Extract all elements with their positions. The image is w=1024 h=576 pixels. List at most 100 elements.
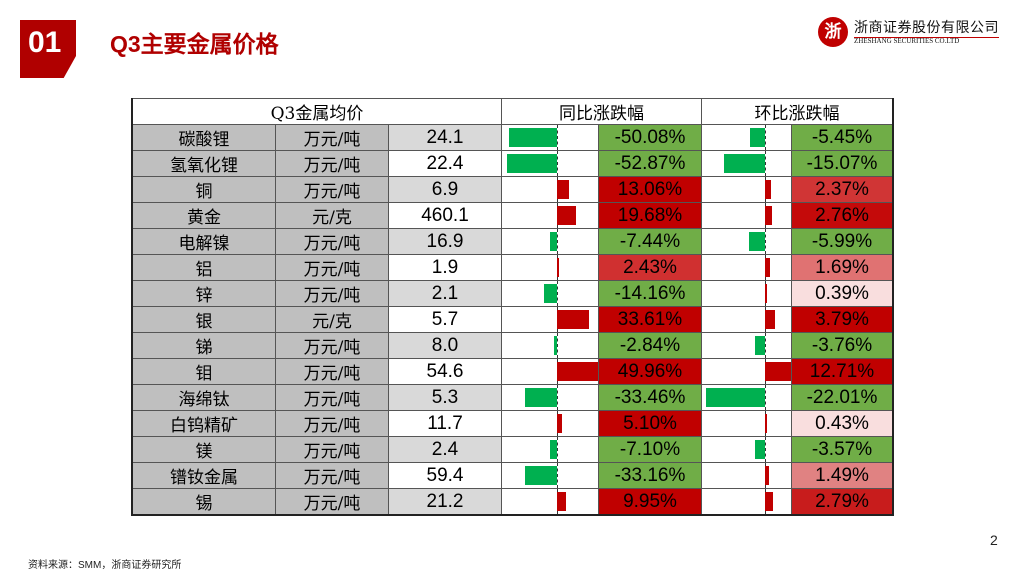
logo-mark-icon: 浙 <box>818 17 848 47</box>
qoq-bar-cell <box>701 436 792 463</box>
qoq-bar-cell <box>701 488 792 516</box>
change-bar <box>557 258 560 277</box>
change-bar <box>549 232 557 251</box>
table-row: 白钨精矿 万元/吨 11.7 5.10% 0.43% <box>131 410 894 437</box>
metal-name: 氢氧化锂 <box>131 150 276 177</box>
metal-name: 白钨精矿 <box>131 410 276 437</box>
q3-average-price: 5.7 <box>388 306 502 333</box>
zero-axis <box>557 151 558 176</box>
table-row: 铜万元/吨 6.9 13.06% 2.37% <box>131 176 894 203</box>
qoq-change: 2.79% <box>791 488 894 516</box>
change-bar <box>748 232 765 251</box>
page-title: Q3主要金属价格 <box>110 31 279 57</box>
qoq-bar-cell <box>701 384 792 411</box>
yoy-bar-cell <box>501 306 599 333</box>
table-row: 海绵钛 万元/吨 5.3 -33.46% -22.01% <box>131 384 894 411</box>
yoy-change: -50.08% <box>598 124 702 151</box>
metal-name: 铝 <box>131 254 276 281</box>
metal-name: 碳酸锂 <box>131 124 276 151</box>
table-row: 电解镍 万元/吨 16.9 -7.44% -5.99% <box>131 228 894 255</box>
q3-average-price: 21.2 <box>388 488 502 516</box>
qoq-change: 3.79% <box>791 306 894 333</box>
table-row: 锑万元/吨 8.0 -2.84% -3.76% <box>131 332 894 359</box>
change-bar <box>765 492 773 511</box>
qoq-bar-cell <box>701 306 792 333</box>
q3-average-price: 2.4 <box>388 436 502 463</box>
metal-name: 电解镍 <box>131 228 276 255</box>
q3-average-price: 1.9 <box>388 254 502 281</box>
change-bar <box>765 284 767 303</box>
table-row: 碳酸锂 万元/吨 24.1 -50.08% -5.45% <box>131 124 894 151</box>
unit: 万元/吨 <box>275 150 389 177</box>
yoy-change: 19.68% <box>598 202 702 229</box>
qoq-bar-cell <box>701 150 792 177</box>
zero-axis <box>557 333 558 358</box>
unit: 万元/吨 <box>275 254 389 281</box>
yoy-change: -33.16% <box>598 462 702 489</box>
yoy-change: -2.84% <box>598 332 702 359</box>
qoq-change: -22.01% <box>791 384 894 411</box>
page-number: 2 <box>990 532 998 548</box>
qoq-change: -3.76% <box>791 332 894 359</box>
yoy-bar-cell <box>501 384 599 411</box>
q3-average-price: 16.9 <box>388 228 502 255</box>
change-bar <box>557 362 598 381</box>
yoy-change: 13.06% <box>598 176 702 203</box>
yoy-bar-cell <box>501 202 599 229</box>
q3-average-price: 6.9 <box>388 176 502 203</box>
metal-price-table: Q3金属均价 同比涨跌幅 环比涨跌幅 碳酸锂 万元/吨 24.1 -50.08% -5.… <box>131 98 894 516</box>
metal-name: 锑 <box>131 332 276 359</box>
change-bar <box>705 388 765 407</box>
section-badge: 01 <box>20 20 76 78</box>
section-number: 01 <box>28 26 62 59</box>
change-bar <box>765 258 770 277</box>
qoq-bar-cell <box>701 176 792 203</box>
table-row: 银元/克 5.7 33.61% 3.79% <box>131 306 894 333</box>
zero-axis <box>765 385 766 410</box>
q3-average-price: 5.3 <box>388 384 502 411</box>
change-bar <box>506 154 557 173</box>
change-bar <box>557 414 562 433</box>
table-row: 铝万元/吨 1.9 2.43% 1.69% <box>131 254 894 281</box>
qoq-bar-cell <box>701 202 792 229</box>
company-logo: 浙 浙商证券股份有限公司 ZHESHANG SECURITIES CO.LTD <box>818 17 1000 49</box>
change-bar <box>754 336 765 355</box>
table-row: 氢氧化锂 万元/吨 22.4 -52.87% -15.07% <box>131 150 894 177</box>
header-qoq: 环比涨跌幅 <box>701 98 894 125</box>
qoq-bar-cell <box>701 410 792 437</box>
zero-axis <box>557 281 558 306</box>
change-bar <box>525 466 557 485</box>
metal-name: 黄金 <box>131 202 276 229</box>
unit: 万元/吨 <box>275 176 389 203</box>
table-row: 黄金 元/克 460.1 19.68% 2.76% <box>131 202 894 229</box>
qoq-change: 0.43% <box>791 410 894 437</box>
zero-axis <box>765 151 766 176</box>
q3-average-price: 8.0 <box>388 332 502 359</box>
qoq-bar-cell <box>701 254 792 281</box>
logo-text-en: ZHESHANG SECURITIES CO.LTD <box>854 37 960 45</box>
q3-average-price: 460.1 <box>388 202 502 229</box>
table-row: 镨钕金属 万元/吨 59.4 -33.16% 1.49% <box>131 462 894 489</box>
zero-axis <box>765 333 766 358</box>
qoq-bar-cell <box>701 228 792 255</box>
unit: 万元/吨 <box>275 488 389 516</box>
qoq-change: 2.76% <box>791 202 894 229</box>
unit: 万元/吨 <box>275 228 389 255</box>
unit: 元/克 <box>275 202 389 229</box>
metal-name: 银 <box>131 306 276 333</box>
change-bar <box>554 336 557 355</box>
metal-name: 海绵钛 <box>131 384 276 411</box>
change-bar <box>724 154 765 173</box>
qoq-bar-cell <box>701 124 792 151</box>
q3-average-price: 54.6 <box>388 358 502 385</box>
change-bar <box>765 180 772 199</box>
metal-name: 镨钕金属 <box>131 462 276 489</box>
unit: 万元/吨 <box>275 436 389 463</box>
change-bar <box>765 310 776 329</box>
change-bar <box>557 206 576 225</box>
metal-name: 钼 <box>131 358 276 385</box>
change-bar <box>755 440 765 459</box>
qoq-bar-cell <box>701 358 792 385</box>
change-bar <box>765 362 791 381</box>
yoy-bar-cell <box>501 280 599 307</box>
